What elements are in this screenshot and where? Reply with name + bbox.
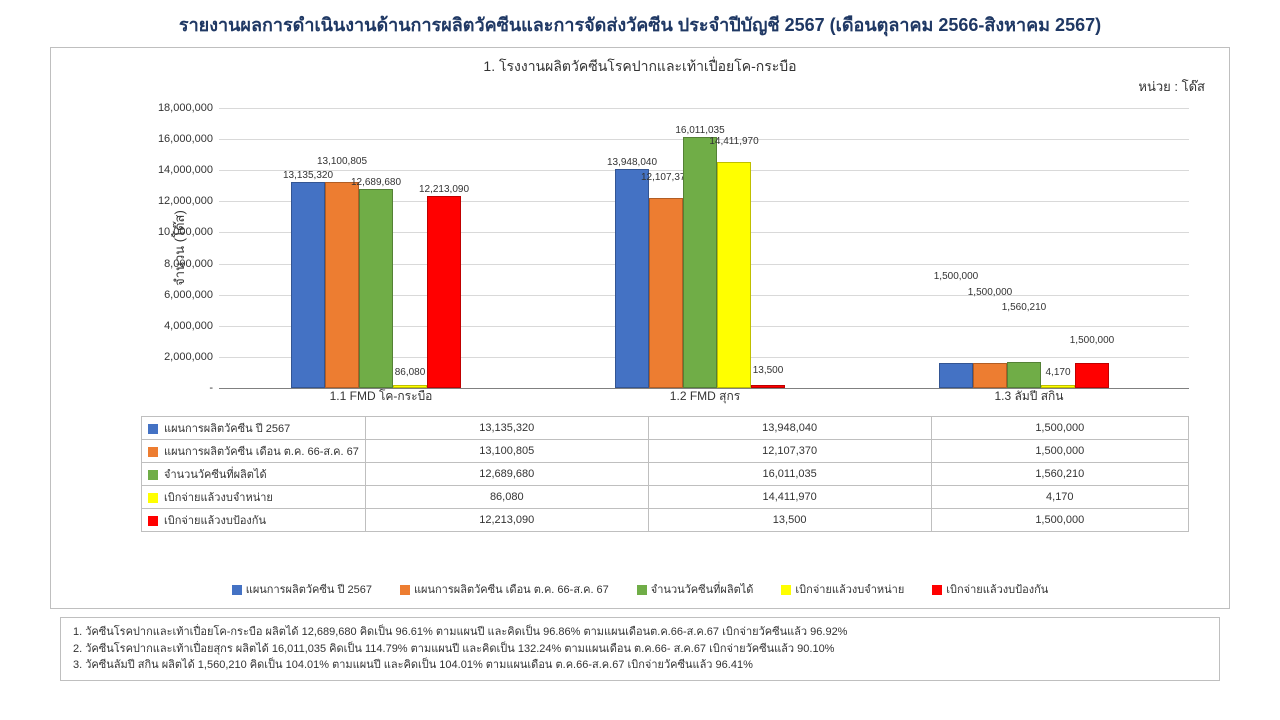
table-cell: 14,411,970	[648, 486, 931, 509]
bar	[649, 198, 683, 388]
table-row-header: แผนการผลิตวัคซีน เดือน ต.ค. 66-ส.ค. 67	[142, 440, 366, 463]
bar-group: 1,500,000 1,500,000 1,560,210 4,170 1,500,00…	[867, 108, 1191, 388]
bar-group: 13,948,04012,107,37016,011,03514,411,970…	[543, 108, 867, 388]
notes-box: 1. วัคซีนโรคปากและเท้าเปื่อยโค-กระบือ ผล…	[60, 617, 1220, 681]
note-line: 2. วัคซีนโรคปากและเท้าเปื่อยสุกร ผลิตได้…	[73, 641, 1207, 658]
bar	[939, 363, 973, 388]
y-tick: 4,000,000	[164, 320, 213, 332]
bar	[427, 196, 461, 388]
bar-group: 13,135,320 13,100,805 12,689,680 86,080 12,2…	[219, 108, 543, 388]
table-cell: 1,500,000	[931, 417, 1188, 440]
y-tick: 2,000,000	[164, 351, 213, 363]
bar	[359, 189, 393, 388]
bar-value-label: 13,500	[753, 365, 784, 376]
unit-label: หน่วย : โด๊ส	[1138, 76, 1205, 97]
y-tick: 14,000,000	[158, 164, 213, 176]
category-label: 1.3 ลัมปี สกิน	[994, 387, 1063, 406]
table-cell: 12,107,370	[648, 440, 931, 463]
y-tick: 12,000,000	[158, 195, 213, 207]
table-cell: 1,560,210	[931, 463, 1188, 486]
category-label: 1.1 FMD โค-กระบือ	[330, 387, 433, 406]
bar	[325, 182, 359, 388]
table-row-header: จำนวนวัคซีนที่ผลิตได้	[142, 463, 366, 486]
table-cell: 13,135,320	[365, 417, 648, 440]
bar-value-label: 1,500,000	[934, 271, 979, 282]
data-table: แผนการผลิตวัคซีน ปี 256713,135,32013,948…	[141, 416, 1189, 532]
y-tick: 8,000,000	[164, 258, 213, 270]
bar	[1075, 363, 1109, 388]
table-row-header: เบิกจ่ายแล้วงบป้องกัน	[142, 509, 366, 532]
table-cell: 1,500,000	[931, 509, 1188, 532]
note-line: 1. วัคซีนโรคปากและเท้าเปื่อยโค-กระบือ ผล…	[73, 624, 1207, 641]
y-tick: 10,000,000	[158, 226, 213, 238]
legend-item: เบิกจ่ายแล้วงบจำหน่าย	[781, 580, 904, 598]
table-cell: 1,500,000	[931, 440, 1188, 463]
bar	[1007, 362, 1041, 388]
bar-value-label: 13,948,040	[607, 157, 657, 168]
table-row-header: แผนการผลิตวัคซีน ปี 2567	[142, 417, 366, 440]
bar	[683, 137, 717, 388]
table-row-header: เบิกจ่ายแล้วงบจำหน่าย	[142, 486, 366, 509]
chart-container: 1. โรงงานผลิตวัคซีนโรคปากและเท้าเปื่อยโค…	[50, 47, 1230, 609]
legend-item: แผนการผลิตวัคซีน ปี 2567	[232, 580, 372, 598]
bar-value-label: 16,011,035	[675, 125, 724, 136]
y-tick: 18,000,000	[158, 102, 213, 114]
plot-wrapper: จำนวน (โด๊ส) -2,000,0004,000,0006,000,00…	[139, 108, 1189, 388]
bar-value-label: 86,080	[395, 367, 426, 378]
y-tick: -	[209, 382, 213, 394]
y-tick: 16,000,000	[158, 133, 213, 145]
plot-area: -2,000,0004,000,0006,000,0008,000,00010,…	[219, 108, 1189, 388]
bar-value-label: 13,100,805	[317, 156, 367, 167]
chart-subtitle: 1. โรงงานผลิตวัคซีนโรคปากและเท้าเปื่อยโค…	[51, 48, 1229, 78]
table-cell: 4,170	[931, 486, 1188, 509]
bar-value-label: 1,500,000	[968, 287, 1013, 298]
category-label: 1.2 FMD สุกร	[670, 387, 740, 406]
table-cell: 12,213,090	[365, 509, 648, 532]
bar	[291, 182, 325, 388]
bar-value-label: 4,170	[1045, 367, 1070, 378]
bar-value-label: 14,411,970	[709, 136, 758, 147]
table-cell: 86,080	[365, 486, 648, 509]
legend-item: จำนวนวัคซีนที่ผลิตได้	[637, 580, 754, 598]
table-cell: 12,689,680	[365, 463, 648, 486]
bar-value-label: 1,500,000	[1070, 335, 1115, 346]
bar-value-label: 13,135,320	[283, 170, 333, 181]
page-title: รายงานผลการดำเนินงานด้านการผลิตวัคซีนและ…	[0, 0, 1280, 43]
y-tick: 6,000,000	[164, 289, 213, 301]
table-cell: 16,011,035	[648, 463, 931, 486]
table-cell: 13,948,040	[648, 417, 931, 440]
table-cell: 13,100,805	[365, 440, 648, 463]
bar	[973, 363, 1007, 388]
legend: แผนการผลิตวัคซีน ปี 2567 แผนการผลิตวัคซีน…	[51, 580, 1229, 598]
bar	[751, 385, 785, 388]
bar	[615, 169, 649, 388]
bar-value-label: 1,560,210	[1002, 302, 1047, 313]
bar-value-label: 12,689,680	[351, 177, 401, 188]
table-cell: 13,500	[648, 509, 931, 532]
bar-value-label: 12,213,090	[419, 184, 469, 195]
legend-item: เบิกจ่ายแล้วงบป้องกัน	[932, 580, 1048, 598]
bar	[717, 162, 751, 388]
legend-item: แผนการผลิตวัคซีน เดือน ต.ค. 66-ส.ค. 67	[400, 580, 609, 598]
note-line: 3. วัคซีนลัมปี สกิน ผลิตได้ 1,560,210 คิ…	[73, 657, 1207, 674]
